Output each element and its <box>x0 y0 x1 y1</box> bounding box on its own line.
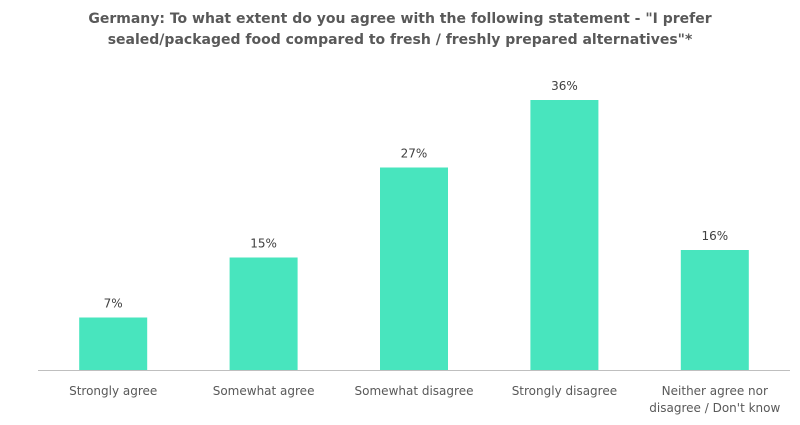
bar-5 <box>680 250 749 370</box>
chart-title-line-2: sealed/packaged food compared to fresh /… <box>107 32 693 48</box>
data-label-1: 7% <box>104 297 123 311</box>
chart-title-line-1: Germany: To what extent do you agree wit… <box>88 11 712 27</box>
x-tick-label-4: Strongly disagree <box>512 384 617 398</box>
data-label-5: 16% <box>701 229 728 243</box>
bar-2 <box>229 257 298 370</box>
x-tick-label-1: Strongly agree <box>69 384 157 398</box>
x-tick-label-5: Neither agree nor disagree / Don't know <box>649 384 780 415</box>
bar-1 <box>79 317 148 370</box>
x-tick-label-2: Somewhat agree <box>213 384 315 398</box>
x-tick-labels-group: Strongly agree Somewhat agree Somewhat dis… <box>69 384 780 415</box>
bar-3 <box>380 167 448 370</box>
x-tick-label-line: Strongly disagree <box>512 384 617 398</box>
x-tick-label-line: Somewhat disagree <box>355 384 474 398</box>
x-tick-label-line: Strongly agree <box>69 384 157 398</box>
x-tick-label-line: Neither agree nor <box>662 384 768 398</box>
data-label-2: 15% <box>250 237 277 251</box>
data-label-4: 36% <box>551 79 578 93</box>
x-tick-label-3: Somewhat disagree <box>355 384 474 398</box>
data-labels-group: 7% 15% 27% 36% 16% <box>104 79 728 311</box>
x-tick-label-line: Somewhat agree <box>213 384 315 398</box>
chart-title: Germany: To what extent do you agree wit… <box>40 9 760 51</box>
bars-group <box>79 100 749 370</box>
bar-4 <box>530 100 599 370</box>
x-tick-label-line: disagree / Don't know <box>649 401 780 415</box>
data-label-3: 27% <box>401 147 428 161</box>
